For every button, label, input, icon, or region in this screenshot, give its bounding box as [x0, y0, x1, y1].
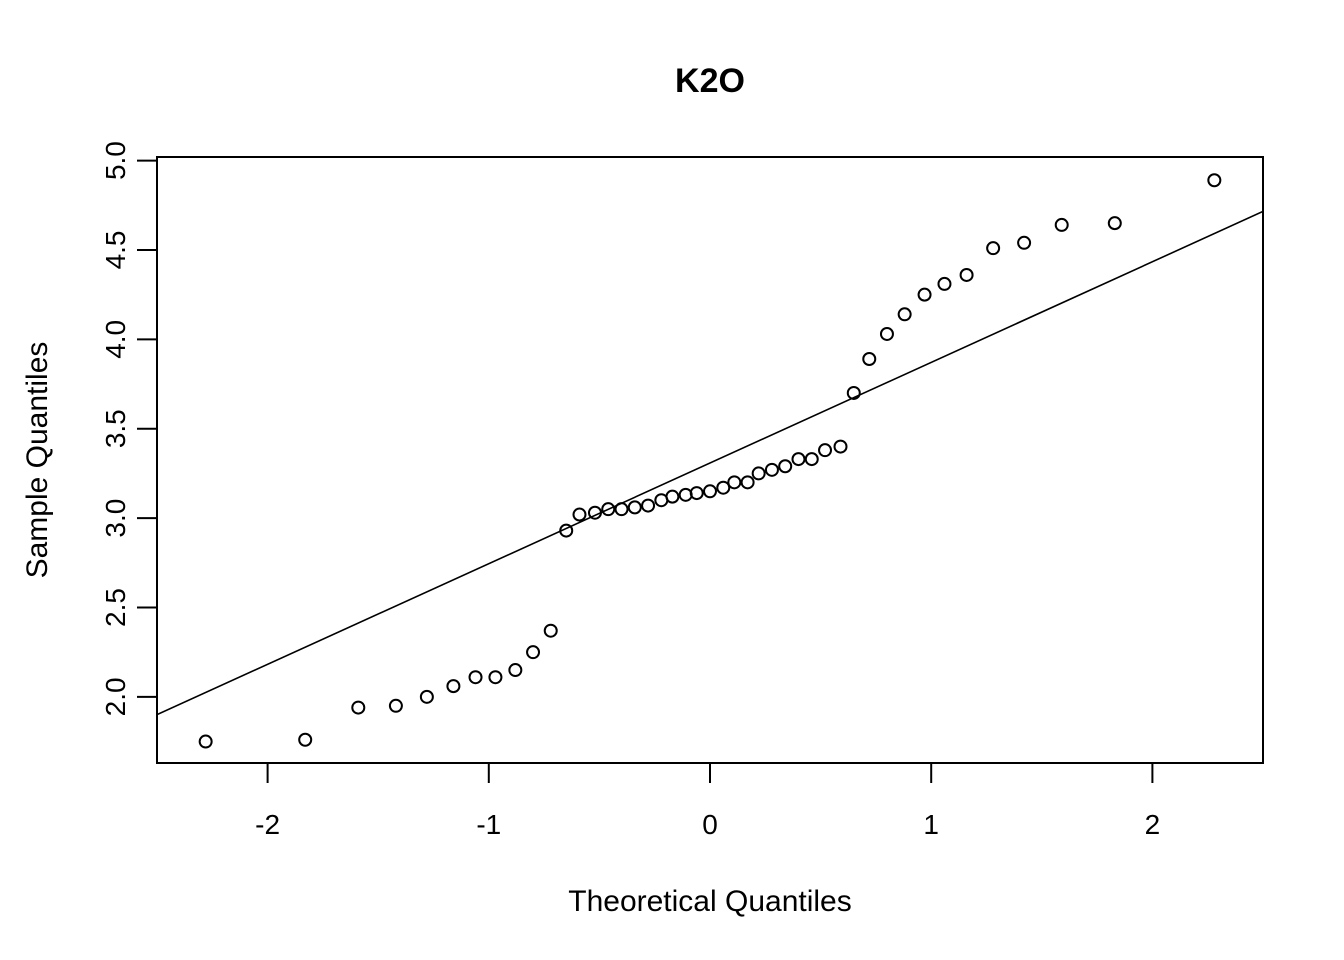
- plot-frame: [156, 156, 1264, 764]
- data-point: [572, 507, 587, 522]
- data-point: [298, 732, 313, 747]
- data-point: [488, 670, 503, 685]
- data-point: [1017, 235, 1032, 250]
- data-point: [897, 307, 912, 322]
- data-point: [587, 505, 602, 520]
- y-tick-label: 2.0: [100, 677, 131, 716]
- y-tick-label: 3.5: [100, 409, 131, 448]
- y-tick-label: 2.5: [100, 588, 131, 627]
- x-tick-label: 2: [1145, 809, 1161, 840]
- data-point: [559, 523, 574, 538]
- data-point: [764, 462, 779, 477]
- data-point: [388, 698, 403, 713]
- y-tick-label: 3.0: [100, 499, 131, 538]
- data-point: [198, 734, 213, 749]
- data-point: [740, 475, 755, 490]
- data-point: [627, 500, 642, 515]
- data-point: [778, 459, 793, 474]
- data-point: [879, 326, 894, 341]
- x-axis: -2 -1 0 1 2: [255, 762, 1161, 840]
- y-tick-label: 4.0: [100, 320, 131, 359]
- data-point: [703, 484, 717, 499]
- data-point: [1107, 216, 1122, 231]
- data-point: [1054, 217, 1069, 232]
- data-points: [198, 173, 1222, 749]
- data-point: [678, 487, 693, 502]
- chart-title: K2O: [675, 62, 745, 100]
- x-axis-label: Theoretical Quantiles: [568, 885, 851, 918]
- data-point: [937, 276, 952, 291]
- data-point: [862, 352, 877, 366]
- data-point: [526, 645, 541, 660]
- data-point: [818, 443, 833, 458]
- qq-reference-line: [157, 210, 1263, 716]
- data-point: [601, 502, 616, 517]
- data-point: [833, 439, 848, 454]
- data-point: [641, 498, 656, 513]
- data-point: [468, 670, 483, 685]
- y-axis-label: Sample Quantiles: [21, 342, 54, 579]
- data-point: [508, 663, 523, 678]
- data-point: [446, 679, 461, 694]
- x-tick-label: 0: [702, 809, 718, 840]
- y-tick-label: 5.0: [100, 141, 131, 180]
- x-tick-label: -2: [255, 809, 280, 840]
- data-point: [419, 689, 434, 704]
- data-point: [727, 475, 742, 490]
- data-point: [804, 452, 819, 467]
- data-point: [716, 480, 731, 495]
- data-point: [351, 700, 366, 715]
- data-point: [614, 502, 629, 517]
- data-point: [665, 489, 680, 504]
- x-tick-label: -1: [476, 809, 501, 840]
- data-point: [751, 466, 766, 481]
- data-point: [917, 287, 932, 302]
- data-point: [959, 267, 974, 282]
- y-axis: 2.0 2.5 3.0 3.5 4.0 4.5 5.0: [100, 141, 158, 716]
- x-tick-label: 1: [923, 809, 939, 840]
- data-point: [986, 241, 1001, 256]
- data-point: [791, 452, 806, 467]
- y-tick-label: 4.5: [100, 230, 131, 269]
- data-point: [543, 623, 558, 638]
- data-point: [846, 385, 861, 400]
- data-point: [689, 486, 704, 501]
- data-point: [1207, 173, 1222, 188]
